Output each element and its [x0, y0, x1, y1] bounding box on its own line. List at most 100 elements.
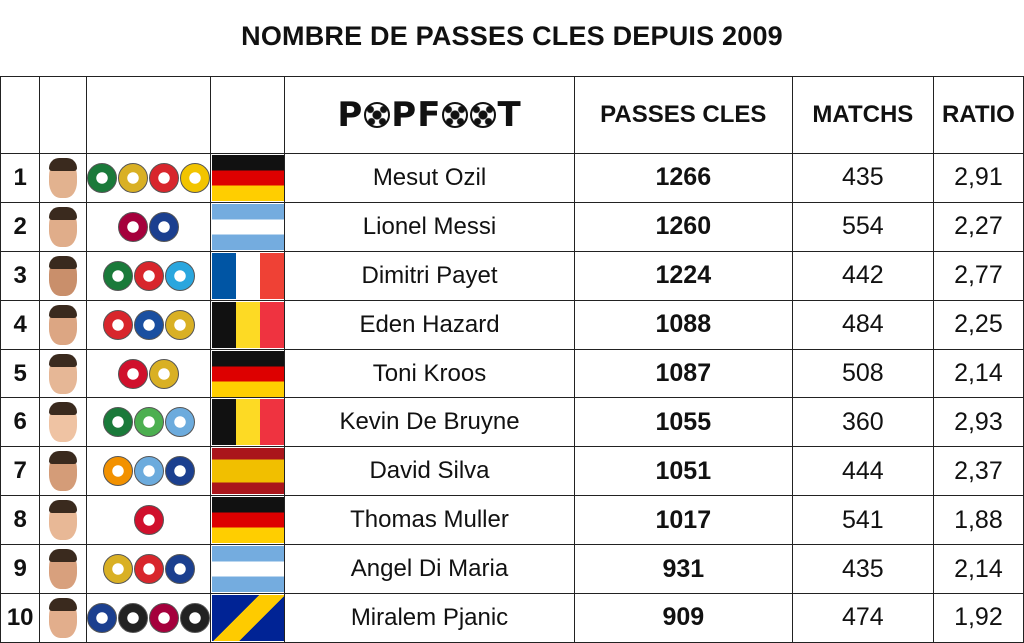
player-photo — [49, 597, 78, 638]
passes-cles-value: 1051 — [573, 446, 793, 497]
club-crests-cell — [86, 153, 212, 203]
flag-spain-icon — [211, 448, 284, 495]
flag-cell — [210, 201, 286, 252]
passes-cles-value: 1224 — [573, 250, 793, 301]
flag-germany-icon — [211, 497, 284, 544]
player-name: Angel Di Maria — [284, 544, 575, 595]
passes-cles-value: 1055 — [573, 397, 793, 448]
table-row: 4 Eden Hazard 1088 484 2,25 — [0, 299, 1024, 350]
player-photo — [49, 304, 78, 345]
club-crest-icon — [164, 554, 195, 585]
player-name: Lionel Messi — [284, 201, 575, 252]
club-crest-icon — [133, 407, 164, 438]
ratio-value: 2,27 — [932, 201, 1024, 252]
club-crests-cell — [86, 397, 212, 448]
matchs-value: 435 — [791, 153, 934, 203]
player-photo-cell — [39, 299, 88, 350]
player-photo — [49, 353, 78, 394]
table-row: 5 Toni Kroos 1087 508 2,14 — [0, 348, 1024, 399]
player-photo-cell — [39, 348, 88, 399]
rank-cell: 3 — [0, 250, 41, 301]
table-row: 3 Dimitri Payet 1224 442 2,77 — [0, 250, 1024, 301]
player-photo-cell — [39, 153, 88, 203]
club-crest-icon — [87, 162, 118, 193]
club-crests-cell — [86, 348, 212, 399]
club-crests — [88, 260, 210, 291]
flag-argentina-icon — [211, 546, 284, 593]
table-row: 7 David Silva 1051 444 2,37 — [0, 446, 1024, 497]
flag-bosnia-icon — [211, 594, 284, 641]
player-photo-cell — [39, 495, 88, 546]
logo-letter: P — [391, 95, 418, 135]
club-crests — [88, 358, 210, 389]
club-crest-icon — [87, 602, 118, 633]
club-crest-icon — [118, 211, 149, 242]
ratio-value: 1,92 — [932, 593, 1024, 643]
logo-letter: P — [337, 95, 364, 135]
player-photo — [49, 549, 78, 590]
club-crest-icon — [164, 309, 195, 340]
club-crest-icon — [118, 162, 149, 193]
club-crest-icon — [102, 260, 133, 291]
column-header-matchs: MATCHS — [791, 76, 934, 154]
flag-belgium-icon — [211, 399, 284, 446]
flag-header — [210, 76, 286, 154]
club-crest-icon — [102, 456, 133, 487]
passes-cles-value: 1260 — [573, 201, 793, 252]
player-photo — [49, 402, 78, 443]
club-crests-cell — [86, 201, 212, 252]
player-photo-cell — [39, 446, 88, 497]
table-row: 9 Angel Di Maria 931 435 2,14 — [0, 544, 1024, 595]
logo-letter: T — [497, 95, 522, 135]
flag-cell — [210, 250, 286, 301]
matchs-value: 541 — [791, 495, 934, 546]
matchs-value: 435 — [791, 544, 934, 595]
soccer-ball-icon — [470, 102, 497, 128]
club-crest-icon — [133, 309, 164, 340]
player-name: Dimitri Payet — [284, 250, 575, 301]
table-row: 8 Thomas Muller 1017 541 1,88 — [0, 495, 1024, 546]
matchs-value: 508 — [791, 348, 934, 399]
club-crest-icon — [133, 505, 164, 536]
passes-cles-value: 1266 — [573, 153, 793, 203]
passes-cles-value: 931 — [573, 544, 793, 595]
player-name: Eden Hazard — [284, 299, 575, 350]
player-photo-cell — [39, 593, 88, 643]
club-crests-cell — [86, 593, 212, 643]
rank-cell: 4 — [0, 299, 41, 350]
flag-germany-icon — [211, 154, 284, 201]
club-crests — [88, 456, 210, 487]
club-crests — [88, 309, 210, 340]
ratio-value: 2,77 — [932, 250, 1024, 301]
table-row: 1 Mesut Ozil 1266 435 2,91 — [0, 153, 1024, 203]
flag-france-icon — [211, 252, 284, 299]
player-photo-cell — [39, 544, 88, 595]
matchs-value: 554 — [791, 201, 934, 252]
matchs-value: 474 — [791, 593, 934, 643]
flag-cell — [210, 348, 286, 399]
player-photo — [49, 500, 78, 541]
club-crests-cell — [86, 299, 212, 350]
club-crests — [88, 211, 210, 242]
rank-cell: 2 — [0, 201, 41, 252]
club-crest-icon — [164, 456, 195, 487]
table-row: 2 Lionel Messi 1260 554 2,27 — [0, 201, 1024, 252]
club-crest-icon — [102, 407, 133, 438]
player-name: David Silva — [284, 446, 575, 497]
player-photo-cell — [39, 250, 88, 301]
club-crests — [88, 554, 210, 585]
rank-cell: 10 — [0, 593, 41, 643]
column-header-ratio: RATIO — [932, 76, 1024, 154]
matchs-value: 444 — [791, 446, 934, 497]
club-crest-icon — [133, 456, 164, 487]
club-crest-icon — [164, 407, 195, 438]
club-crests-cell — [86, 495, 212, 546]
passes-cles-value: 1087 — [573, 348, 793, 399]
rank-cell: 9 — [0, 544, 41, 595]
club-crest-icon — [164, 260, 195, 291]
flag-cell — [210, 397, 286, 448]
player-name: Mesut Ozil — [284, 153, 575, 203]
